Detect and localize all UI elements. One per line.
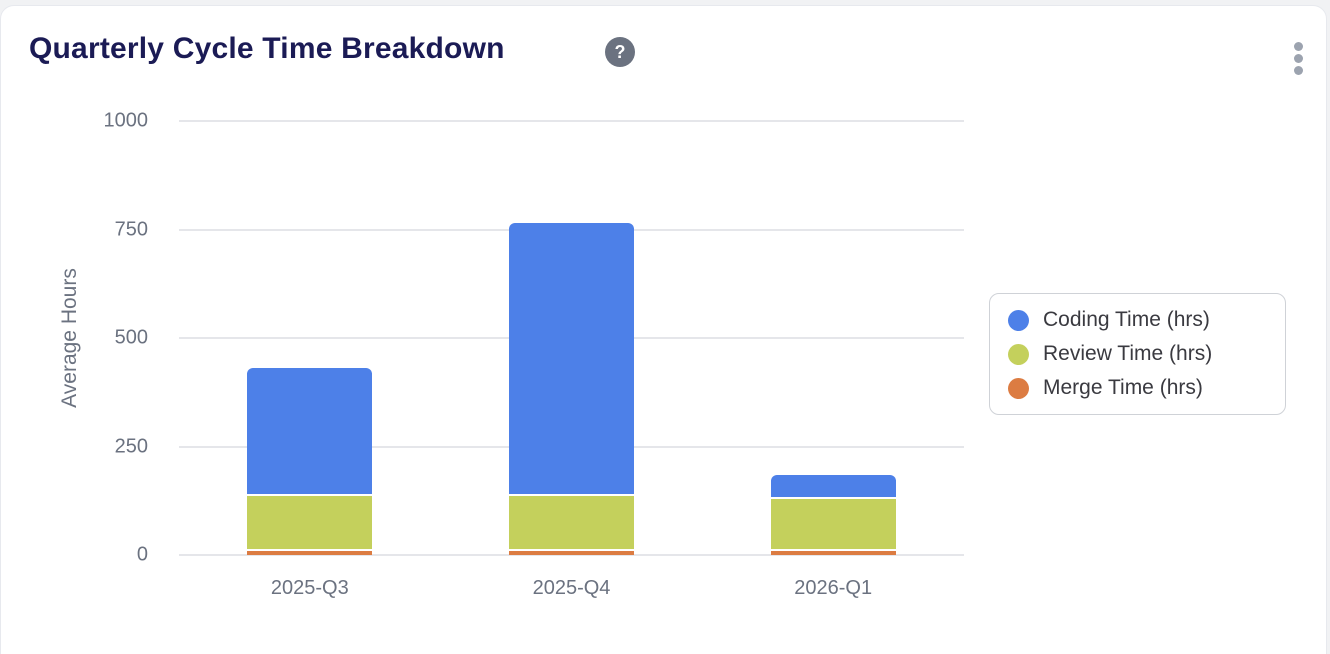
plot-area: 0 250 500 750 1000 2025-Q3 2025-Q4 2026-Q1 bbox=[104, 110, 964, 599]
legend-swatch-icon bbox=[1008, 309, 1029, 331]
bar-segment-2026-Q1-review[interactable] bbox=[770, 498, 896, 551]
y-axis-title: Average Hours bbox=[58, 268, 81, 408]
y-tick-label-500: 500 bbox=[114, 326, 148, 349]
x-tick-label-2025-Q4: 2025-Q4 bbox=[532, 577, 611, 599]
chart-card: Quarterly Cycle Time Breakdown ? Average… bbox=[0, 5, 1327, 654]
bar-segment-2025-Q3-review[interactable] bbox=[247, 496, 373, 551]
bar-segment-2025-Q4-coding[interactable] bbox=[509, 223, 634, 497]
legend-item-merge[interactable]: Merge Time (hrs) bbox=[1008, 376, 1267, 400]
x-tick-label-2025-Q3: 2025-Q3 bbox=[270, 577, 349, 599]
bar-segment-2025-Q3-merge[interactable] bbox=[247, 550, 373, 555]
kebab-menu-icon[interactable] bbox=[1290, 38, 1307, 79]
bar-segment-2026-Q1-coding[interactable] bbox=[770, 474, 896, 499]
bar-segment-2025-Q4-merge[interactable] bbox=[509, 550, 634, 555]
gridline-1000 bbox=[179, 120, 964, 122]
gridline-0 bbox=[179, 554, 964, 556]
legend-item-review[interactable]: Review Time (hrs) bbox=[1008, 342, 1267, 366]
kebab-dot bbox=[1294, 42, 1303, 51]
help-icon[interactable]: ? bbox=[605, 37, 635, 67]
x-tick-label-2026-Q1: 2026-Q1 bbox=[794, 577, 873, 599]
bar-segment-2025-Q4-review[interactable] bbox=[509, 496, 634, 551]
legend-swatch-icon bbox=[1008, 343, 1029, 365]
legend: Coding Time (hrs) Review Time (hrs) Merge … bbox=[989, 293, 1286, 415]
bar-segment-2025-Q3-coding[interactable] bbox=[247, 368, 373, 497]
legend-label: Review Time (hrs) bbox=[1043, 342, 1213, 365]
kebab-dot bbox=[1294, 66, 1303, 75]
page-title: Quarterly Cycle Time Breakdown bbox=[29, 32, 505, 65]
bar-segment-2026-Q1-merge[interactable] bbox=[770, 550, 896, 555]
y-tick-label-0: 0 bbox=[136, 543, 148, 566]
legend-item-coding[interactable]: Coding Time (hrs) bbox=[1008, 308, 1267, 332]
legend-swatch-icon bbox=[1008, 377, 1029, 399]
kebab-dot bbox=[1294, 54, 1303, 63]
y-tick-label-750: 750 bbox=[114, 218, 148, 240]
y-tick-label-1000: 1000 bbox=[103, 109, 149, 132]
legend-label: Merge Time (hrs) bbox=[1043, 376, 1203, 399]
y-tick-label-250: 250 bbox=[114, 435, 148, 457]
legend-label: Coding Time (hrs) bbox=[1043, 308, 1210, 331]
